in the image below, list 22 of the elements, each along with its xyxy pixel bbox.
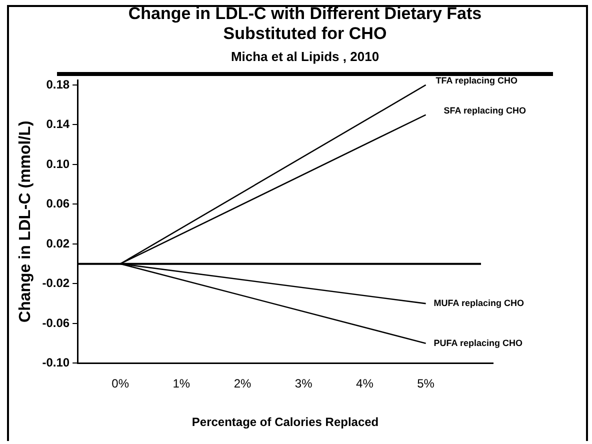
y-tick-label: -0.06 xyxy=(42,316,70,330)
text: SFA replacing CHO xyxy=(444,105,526,116)
y-axis-title: Change in LDL-C (mmol/L) xyxy=(17,120,34,322)
y-tick-label: -0.02 xyxy=(42,276,70,290)
chart-subtitle: Micha et al Lipids , 2010 xyxy=(230,49,380,64)
x-axis-title: Percentage of Calories Replaced xyxy=(192,415,379,430)
x-tick-label: 3% xyxy=(294,376,313,391)
x-tick-label: 4% xyxy=(356,376,374,391)
y-tick-label: 0.18 xyxy=(46,77,70,92)
chart-title: Change in LDL-C with Different Dietary Fats Substituted for CHO xyxy=(127,4,483,44)
series-label: MUFA replacing CHO xyxy=(434,298,524,308)
y-tick-label: 0.06 xyxy=(46,196,70,211)
y-tick-label: 0.10 xyxy=(46,156,70,171)
series-label: TFA replacing CHO xyxy=(436,75,518,86)
x-tick-label: 0% xyxy=(112,376,130,391)
x-tick-label: 1% xyxy=(172,376,190,391)
y-tick-label: 0.14 xyxy=(46,117,70,132)
y-tick-label: -0.10 xyxy=(42,356,70,370)
x-tick-label: 5% xyxy=(417,376,435,391)
y-tick-label: 0.02 xyxy=(46,236,70,250)
x-tick-label: 2% xyxy=(234,376,252,391)
series-label: PUFA replacing CHO xyxy=(434,338,522,348)
